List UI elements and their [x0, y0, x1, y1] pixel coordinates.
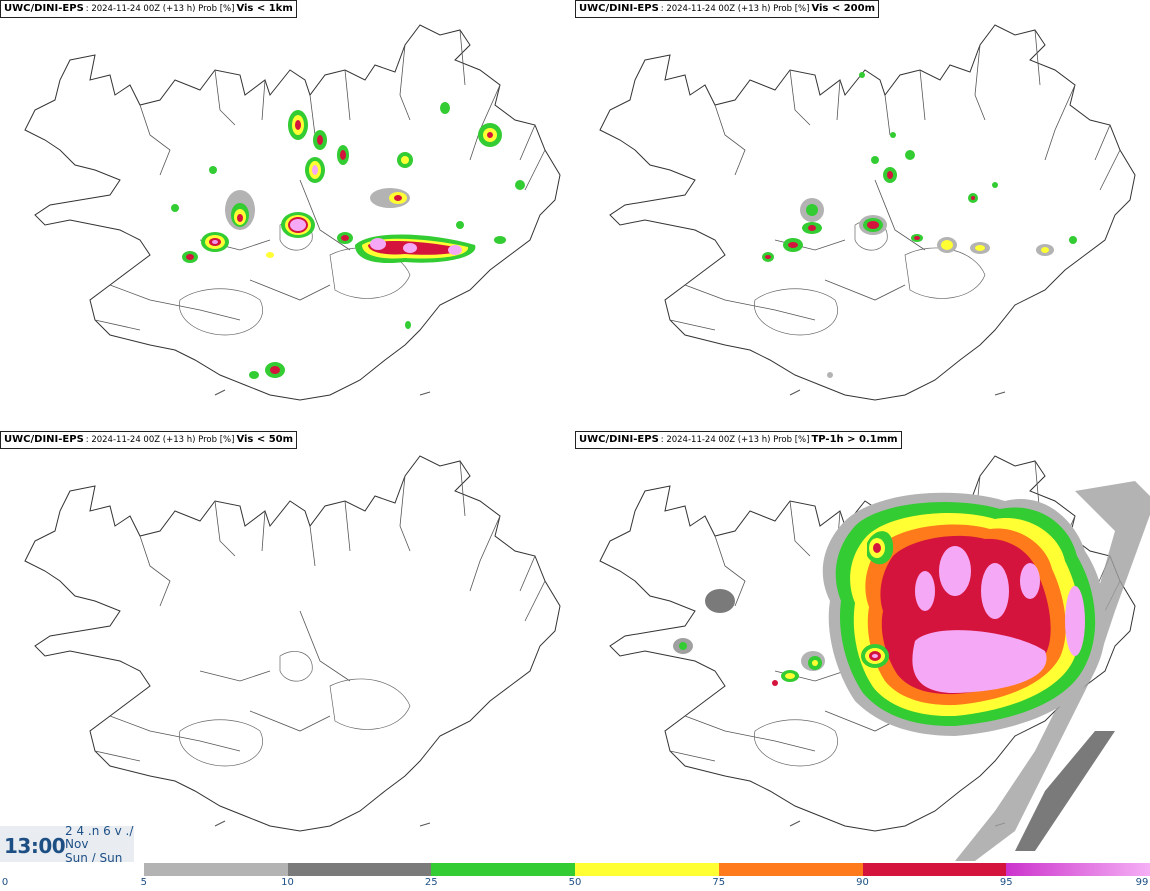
panel-title: UWC/DINI-EPS: 2024-11-24 00Z (+13 h) Pro… [0, 0, 297, 18]
panel-title: UWC/DINI-EPS: 2024-11-24 00Z (+13 h) Pro… [0, 431, 298, 449]
valid-time-box: 13:00 2 4 .n 6 v ./ Nov Sun / Sun [0, 824, 134, 862]
colorbar-tick-label: 10 [281, 877, 294, 888]
probability-blobs [762, 72, 1077, 378]
probability-blobs [673, 481, 1150, 861]
valid-weekday: Sun / Sun [65, 852, 123, 862]
map-panel-vis-1km: UWC/DINI-EPS: 2024-11-24 00Z (+13 h) Pro… [0, 0, 575, 430]
map-tp-1h [599, 455, 1150, 861]
colorbar-segment [575, 863, 719, 876]
map-panel-tp-1h: UWC/DINI-EPS: 2024-11-24 00Z (+13 h) Pro… [575, 431, 1150, 861]
map-panel-vis-200m: UWC/DINI-EPS: 2024-11-24 00Z (+13 h) Pro… [575, 0, 1150, 430]
panel-source: UWC/DINI-EPS [579, 3, 659, 14]
map-vis-1km [24, 24, 561, 401]
panel-title: UWC/DINI-EPS: 2024-11-24 00Z (+13 h) Pro… [575, 431, 902, 449]
valid-date-line: 2 4 .n 6 v ./ [65, 824, 134, 838]
colorbar-segment [1006, 863, 1150, 876]
colorbar-tick-label: 25 [424, 877, 438, 888]
valid-month: Nov [65, 837, 89, 851]
colorbar-segment [718, 863, 863, 876]
panel-source: UWC/DINI-EPS [579, 434, 659, 445]
panel-title: UWC/DINI-EPS: 2024-11-24 00Z (+13 h) Pro… [575, 0, 880, 18]
panel-source: UWC/DINI-EPS [4, 434, 84, 445]
panel-source: UWC/DINI-EPS [4, 3, 84, 14]
colorbar-segment [431, 863, 575, 876]
colorbar-tick-label: 95 [999, 877, 1013, 888]
panel-variable: Vis < 200m [811, 3, 876, 14]
colorbar-segment [287, 863, 432, 876]
valid-time: 13:00 [4, 834, 66, 858]
colorbar-tick-label: 75 [712, 877, 726, 888]
map-panel-vis-50m: UWC/DINI-EPS: 2024-11-24 00Z (+13 h) Pro… [0, 431, 575, 861]
map-vis-50m [24, 455, 561, 832]
colorbar-segment [0, 863, 144, 876]
colorbar-tick-label: 5 [140, 877, 147, 888]
panel-variable: Vis < 1km [236, 3, 293, 14]
colorbar-segment [143, 863, 288, 876]
panel-meta: : 2024-11-24 00Z (+13 h) Prob [%] [660, 435, 810, 445]
panel-meta: : 2024-11-24 00Z (+13 h) Prob [%] [85, 435, 235, 445]
colorbar-tick-label: 50 [568, 877, 582, 888]
colorbar-tick-label: 90 [856, 877, 869, 888]
colorbar-tick-label: 99 [1135, 877, 1149, 888]
panel-meta: : 2024-11-24 00Z (+13 h) Prob [%] [660, 4, 810, 14]
colorbar-tick-label: 0 [1, 877, 9, 888]
probability-colorbar: 0 5 10 25 50 75 90 95 99 [0, 863, 1150, 891]
probability-blobs [171, 102, 525, 379]
colorbar-segment [862, 863, 1007, 876]
panel-variable: TP-1h > 0.1mm [811, 434, 898, 445]
panel-meta: : 2024-11-24 00Z (+13 h) Prob [%] [85, 4, 235, 14]
panel-variable: Vis < 50m [236, 434, 294, 445]
map-vis-200m [599, 24, 1136, 401]
